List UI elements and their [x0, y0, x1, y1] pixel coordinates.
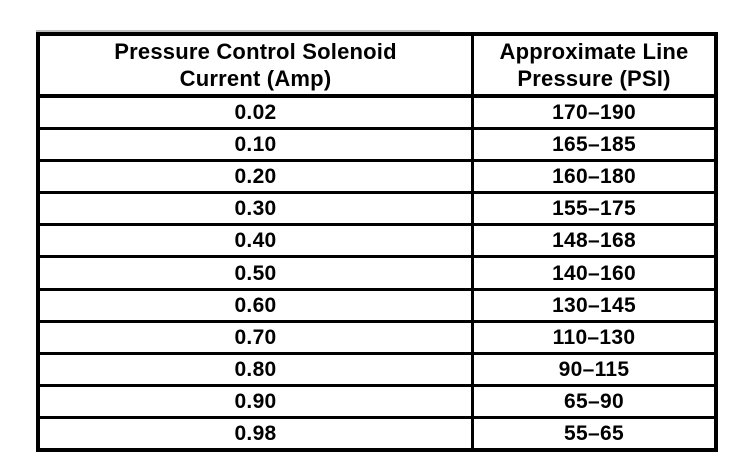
pressure-solenoid-table: Pressure Control Solenoid Current (Amp) …	[36, 30, 718, 452]
current-cell: 0.60	[40, 290, 474, 320]
table-row: 0.20 160–180	[40, 162, 714, 195]
current-value: 0.90	[234, 389, 277, 413]
table-row: 0.30 155–175	[40, 194, 714, 227]
table-row: 0.60 130–145	[40, 290, 714, 323]
pressure-value: 55–65	[564, 421, 624, 445]
pressure-value: 165–185	[552, 133, 636, 157]
current-cell: 0.02	[40, 98, 474, 128]
pressure-cell: 140–160	[474, 258, 714, 287]
header-cell-current: Pressure Control Solenoid Current (Amp)	[40, 36, 474, 94]
table-row: 0.10 165–185	[40, 130, 714, 163]
table-header-row: Pressure Control Solenoid Current (Amp) …	[40, 36, 714, 98]
current-cell: 0.90	[40, 386, 474, 416]
pressure-value: 148–168	[552, 229, 636, 253]
current-value: 0.70	[234, 325, 277, 349]
table-row: 0.80 90–115	[40, 354, 714, 387]
pressure-cell: 165–185	[474, 130, 714, 159]
pressure-cell: 160–180	[474, 162, 714, 191]
pressure-cell: 155–175	[474, 194, 714, 223]
current-cell: 0.40	[40, 226, 474, 256]
current-cell: 0.10	[40, 130, 474, 160]
table-row: 0.40 148–168	[40, 226, 714, 259]
pressure-cell: 65–90	[474, 387, 714, 416]
pressure-value: 160–180	[552, 165, 636, 189]
table-row: 0.50 140–160	[40, 258, 714, 291]
header-pressure-line1: Approximate Line	[499, 39, 689, 64]
current-value: 0.50	[234, 261, 277, 285]
pressure-value: 170–190	[552, 101, 636, 125]
pressure-cell: 170–190	[474, 98, 714, 127]
current-cell: 0.30	[40, 194, 474, 224]
current-cell: 0.70	[40, 322, 474, 352]
current-cell: 0.50	[40, 258, 474, 288]
pressure-value: 155–175	[552, 197, 636, 221]
current-value: 0.80	[234, 357, 277, 381]
header-current-line1: Pressure Control Solenoid	[114, 39, 397, 64]
pressure-cell: 110–130	[474, 323, 714, 352]
current-cell: 0.80	[40, 354, 474, 384]
pressure-cell: 148–168	[474, 226, 714, 255]
header-cell-pressure: Approximate Line Pressure (PSI)	[474, 36, 714, 94]
pressure-cell: 55–65	[474, 419, 714, 448]
current-value: 0.60	[234, 293, 277, 317]
current-value: 0.30	[234, 197, 277, 221]
table-row: 0.98 55–65	[40, 418, 714, 449]
current-value: 0.20	[234, 165, 277, 189]
pressure-cell: 90–115	[474, 355, 714, 384]
table-row: 0.70 110–130	[40, 322, 714, 355]
pressure-value: 65–90	[564, 389, 624, 413]
pressure-value: 110–130	[552, 325, 636, 349]
pressure-value: 140–160	[552, 261, 636, 285]
pressure-cell: 130–145	[474, 291, 714, 320]
current-value: 0.98	[234, 421, 277, 445]
current-value: 0.40	[234, 229, 277, 253]
current-value: 0.02	[234, 101, 277, 125]
table-row: 0.02 170–190	[40, 98, 714, 131]
table-row: 0.90 65–90	[40, 386, 714, 419]
pressure-value: 130–145	[552, 293, 636, 317]
header-pressure-line2: Pressure (PSI)	[517, 66, 671, 91]
header-current-line2: Current (Amp)	[179, 66, 332, 91]
pressure-value: 90–115	[558, 357, 630, 381]
current-value: 0.10	[234, 133, 277, 157]
current-cell: 0.98	[40, 418, 474, 449]
current-cell: 0.20	[40, 162, 474, 192]
